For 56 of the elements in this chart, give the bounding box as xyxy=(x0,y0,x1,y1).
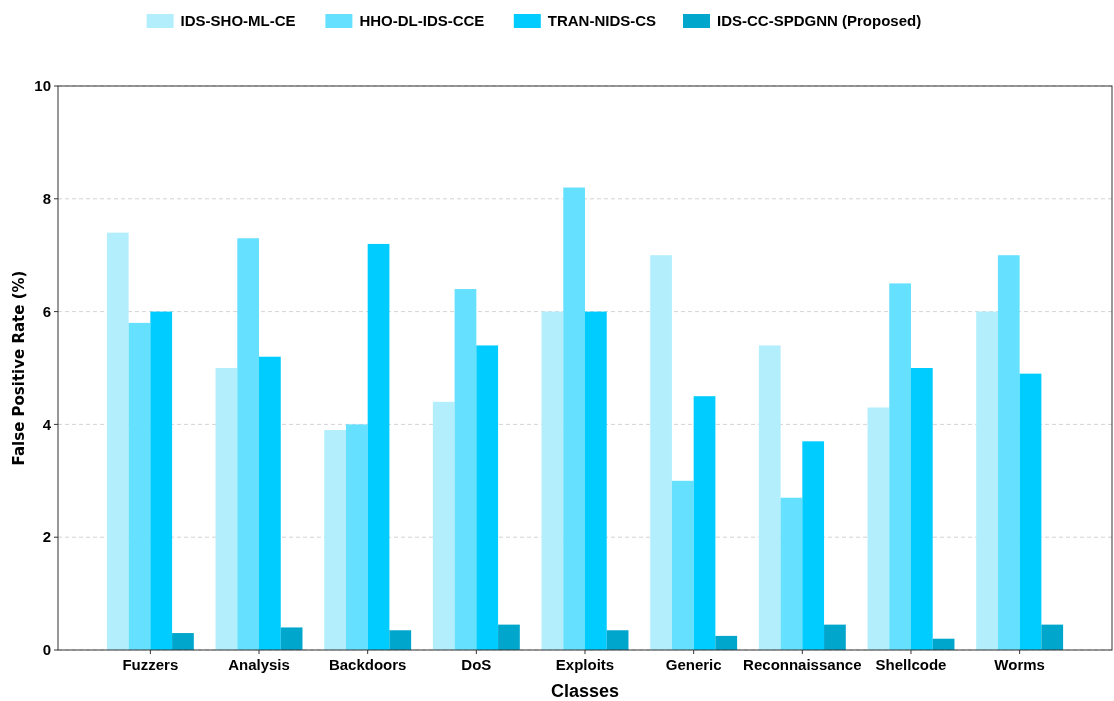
bar xyxy=(324,430,346,650)
bar xyxy=(867,407,890,650)
bar xyxy=(172,633,194,650)
bar xyxy=(693,396,716,650)
bar xyxy=(150,311,173,650)
bar xyxy=(671,480,694,650)
y-tick-label: 8 xyxy=(42,190,51,208)
bar xyxy=(585,311,607,650)
bar xyxy=(563,187,585,650)
bar xyxy=(259,356,281,650)
legend-label: IDS-CC-SPDGNN (Proposed) xyxy=(717,12,922,30)
bar xyxy=(758,345,781,650)
bar xyxy=(367,243,390,650)
x-tick-label: Backdoors xyxy=(328,656,407,673)
bar xyxy=(476,345,499,650)
bar xyxy=(606,630,629,650)
bar xyxy=(889,283,911,650)
y-axis-title: False Positive Rate (%) xyxy=(10,270,28,466)
y-tick-label: 4 xyxy=(42,415,52,433)
x-axis-title: Classes xyxy=(550,681,620,701)
bar xyxy=(128,322,151,650)
y-tick-label: 0 xyxy=(42,641,51,659)
x-tick-label: Generic xyxy=(665,656,722,673)
x-tick-label: Shellcode xyxy=(875,656,947,673)
bar xyxy=(802,441,825,650)
legend-label: IDS-SHO-ML-CE xyxy=(180,12,296,30)
x-tick-label: Reconnaissance xyxy=(743,656,862,673)
y-tick-label: 10 xyxy=(34,77,51,95)
legend-label: HHO-DL-IDS-CCE xyxy=(359,12,485,30)
x-tick-label: Exploits xyxy=(555,656,615,673)
x-tick-label: Fuzzers xyxy=(122,656,179,673)
bar xyxy=(454,289,477,650)
bar xyxy=(997,255,1020,650)
bar xyxy=(106,232,129,650)
bar xyxy=(910,368,933,650)
bar xyxy=(1019,373,1042,650)
bar xyxy=(215,368,238,650)
bar xyxy=(715,635,738,650)
bar xyxy=(1041,624,1064,650)
x-tick-label: Analysis xyxy=(228,656,290,673)
bar xyxy=(237,238,260,650)
bar xyxy=(432,401,455,650)
bar xyxy=(976,311,998,650)
bar xyxy=(280,627,303,650)
bar xyxy=(345,424,368,650)
bar xyxy=(780,497,803,650)
bar xyxy=(541,311,564,650)
bar xyxy=(389,630,412,650)
bar xyxy=(498,624,520,650)
y-tick-label: 2 xyxy=(42,528,51,546)
x-tick-label: DoS xyxy=(461,656,492,673)
bar xyxy=(824,624,846,650)
x-tick-label: Worms xyxy=(994,656,1045,673)
bar xyxy=(650,255,672,650)
y-tick-label: 6 xyxy=(42,302,51,320)
legend-label: TRAN-NIDS-CS xyxy=(547,12,657,30)
